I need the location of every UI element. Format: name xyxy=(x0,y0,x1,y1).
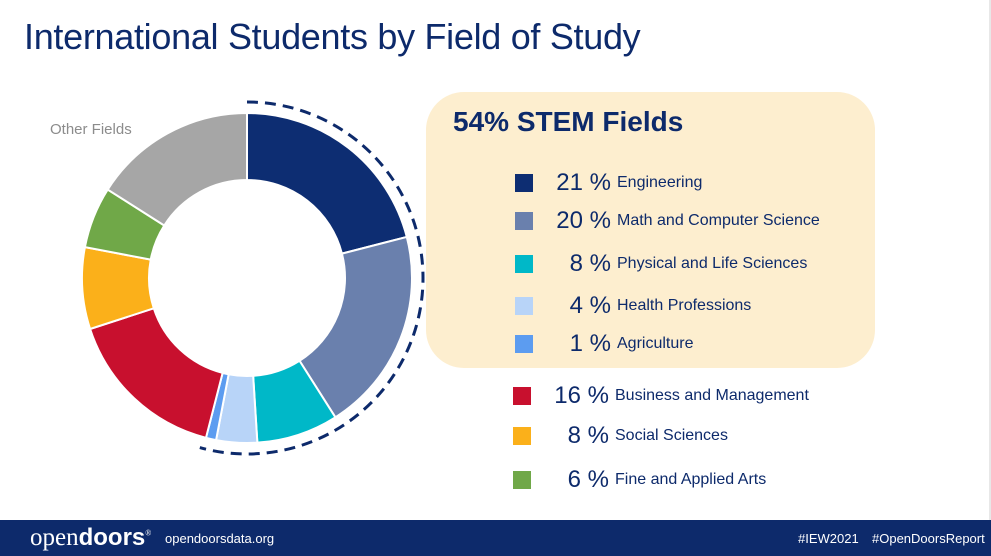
stem-title: 54% STEM Fields xyxy=(453,106,684,137)
legend-percent: 1 % xyxy=(569,330,611,357)
hashtag-iew: #IEW2021 xyxy=(798,531,859,546)
legend-swatch xyxy=(515,212,533,230)
legend-item: 8 % Social Sciences xyxy=(513,422,728,449)
hashtag-report: #OpenDoorsReport xyxy=(872,531,985,546)
legend-label: Physical and Life Sciences xyxy=(617,255,808,272)
donut-chart: Other Fields xyxy=(50,100,425,456)
legend-percent: 6 % xyxy=(567,466,609,493)
legend-item: 16 % Business and Management xyxy=(513,382,809,409)
legend-label: Engineering xyxy=(617,174,703,191)
opendoors-logo: opendoors® xyxy=(30,524,152,551)
legend-label: Fine and Applied Arts xyxy=(615,471,767,488)
legend-percent: 16 % xyxy=(554,382,609,409)
legend-percent: 8 % xyxy=(569,250,611,277)
legend-percent: 4 % xyxy=(569,292,611,319)
legend-label: Business and Management xyxy=(615,387,809,404)
stem-dashed-arc xyxy=(199,100,425,456)
legend-swatch xyxy=(515,335,533,353)
slide-edge xyxy=(989,0,991,520)
legend-item: 21 % Engineering xyxy=(515,169,703,196)
legend-swatch xyxy=(513,427,531,445)
footer-url[interactable]: opendoorsdata.org xyxy=(165,531,275,546)
legend-label: Math and Computer Science xyxy=(617,212,820,229)
legend-percent: 20 % xyxy=(556,207,611,234)
slice-business-and-management xyxy=(88,307,224,440)
legend-swatch xyxy=(515,174,533,192)
legend-percent: 8 % xyxy=(567,422,609,449)
legend-percent: 21 % xyxy=(556,169,611,196)
legend-item: 8 % Physical and Life Sciences xyxy=(515,250,808,277)
other-fields-label: Other Fields xyxy=(50,121,132,138)
footer-bar: opendoors® opendoorsdata.org #IEW2021 #O… xyxy=(0,520,991,556)
legend-label: Social Sciences xyxy=(615,427,728,444)
legend-item: 6 % Fine and Applied Arts xyxy=(513,466,767,493)
slice-math-and-computer-science xyxy=(298,235,413,419)
legend-swatch xyxy=(513,387,531,405)
legend-item: 20 % Math and Computer Science xyxy=(515,207,820,234)
legend-item: 4 % Health Professions xyxy=(515,292,752,319)
slice-other-fields xyxy=(106,111,248,227)
legend-label: Agriculture xyxy=(617,335,694,352)
legend-item: 1 % Agriculture xyxy=(515,330,694,357)
legend-swatch xyxy=(513,471,531,489)
stem-summary-box xyxy=(426,92,875,368)
slice-engineering xyxy=(246,111,409,255)
legend-label: Health Professions xyxy=(617,297,752,314)
legend-swatch xyxy=(515,255,533,273)
legend-swatch xyxy=(515,297,533,315)
page-title: International Students by Field of Study xyxy=(24,16,641,57)
